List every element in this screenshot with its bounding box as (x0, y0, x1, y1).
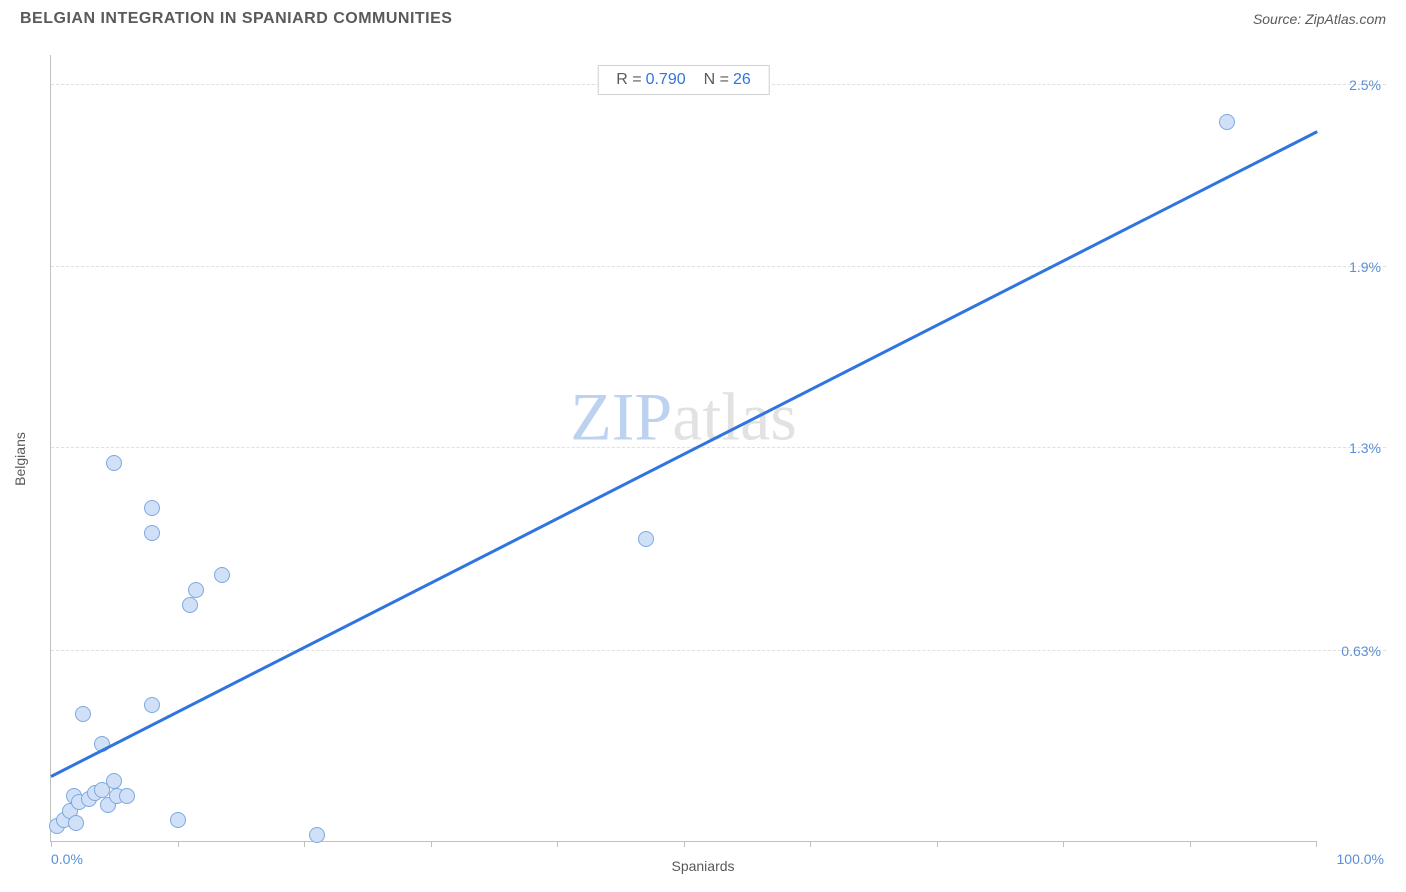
data-point (106, 773, 122, 789)
data-point (638, 531, 654, 547)
y-tick-label: 2.5% (1349, 77, 1381, 93)
r-label: R = (616, 71, 641, 88)
x-axis-label: Spaniards (671, 858, 734, 874)
data-point (106, 455, 122, 471)
gridline (51, 650, 1386, 651)
y-tick-label: 1.3% (1349, 440, 1381, 456)
y-axis-label: Belgians (12, 432, 28, 486)
x-tick (684, 841, 685, 847)
x-tick (557, 841, 558, 847)
watermark-part1: ZIP (570, 378, 672, 454)
data-point (170, 812, 186, 828)
chart-title: BELGIAN INTEGRATION IN SPANIARD COMMUNIT… (20, 10, 452, 28)
x-tick (937, 841, 938, 847)
data-point (144, 500, 160, 516)
x-tick (51, 841, 52, 847)
n-label: N = (704, 71, 729, 88)
stats-box: R = 0.790 N =26 (597, 65, 770, 95)
r-value: 0.790 (646, 71, 686, 88)
gridline (51, 447, 1386, 448)
x-tick (1063, 841, 1064, 847)
x-tick (1190, 841, 1191, 847)
y-tick-label: 0.63% (1341, 643, 1381, 659)
data-point (1219, 114, 1235, 130)
watermark-part2: atlas (672, 378, 797, 454)
data-point (75, 706, 91, 722)
data-point (68, 815, 84, 831)
data-point (119, 788, 135, 804)
x-tick-label: 0.0% (51, 851, 83, 867)
x-tick (431, 841, 432, 847)
source-label: Source: ZipAtlas.com (1253, 11, 1386, 27)
x-tick (178, 841, 179, 847)
y-tick-label: 1.9% (1349, 259, 1381, 275)
x-tick-label: 100.0% (1337, 851, 1384, 867)
n-value: 26 (733, 71, 751, 88)
regression-line (50, 131, 1317, 778)
watermark: ZIPatlas (570, 377, 797, 456)
data-point (188, 582, 204, 598)
data-point (144, 525, 160, 541)
chart-area: Belgians Spaniards ZIPatlas 0.63%1.3%1.9… (20, 45, 1386, 872)
scatter-plot: ZIPatlas 0.63%1.3%1.9%2.5%0.0%100.0%R =0… (50, 55, 1316, 842)
data-point (144, 697, 160, 713)
x-tick (1316, 841, 1317, 847)
data-point (214, 567, 230, 583)
x-tick (810, 841, 811, 847)
gridline (51, 266, 1386, 267)
x-tick (304, 841, 305, 847)
data-point (309, 827, 325, 843)
data-point (182, 597, 198, 613)
